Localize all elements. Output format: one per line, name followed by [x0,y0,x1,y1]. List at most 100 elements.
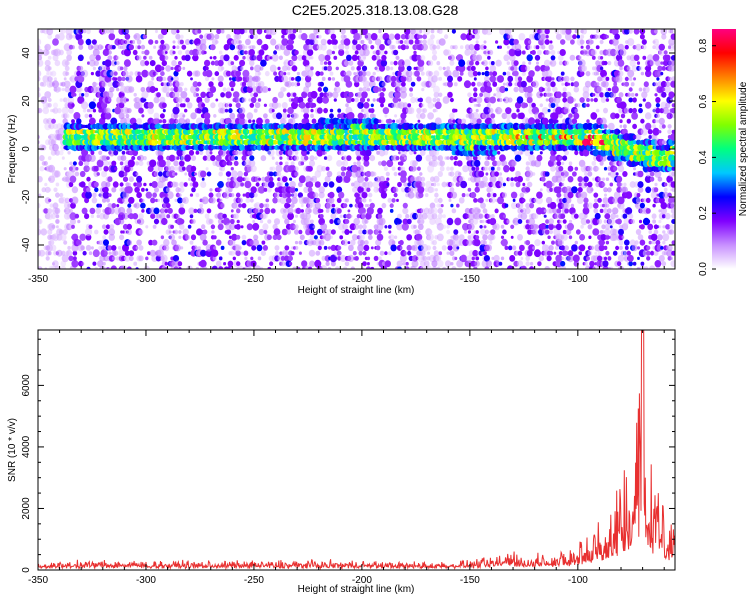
spectrogram-cell [485,172,489,176]
spectrogram-cell [547,108,551,113]
spectrogram-cell [470,191,477,199]
spectrogram-cell [136,239,142,246]
spectrogram-cell [482,208,488,214]
spectrogram-cell [437,171,443,177]
spectrogram-cell [529,202,535,209]
spectrogram-cell [206,171,212,177]
spectrogram-cell [386,182,390,187]
spectrogram-cell [408,187,414,193]
spectrogram-cell [446,224,450,229]
spectrogram-cell [347,209,351,213]
spectrogram-cell [473,77,477,81]
spectrogram-cell [98,166,103,171]
spectrogram-cell [291,40,295,44]
spectrogram-cell [167,75,174,83]
spectrogram-cell [186,70,193,77]
spectrogram-cell [170,66,174,71]
spectrogram-cell [199,203,204,208]
spectrogram-cell [240,225,244,229]
spectrogram-cell [393,171,398,177]
spectrogram-cell [406,65,412,72]
spectrogram-cell [419,34,423,39]
spectrogram-cell [128,86,135,93]
spectrogram-cell [75,261,79,266]
spectrogram-cell [457,76,463,82]
spectrogram-cell [432,245,437,251]
spectrogram-cell [154,87,159,92]
spectrogram-cell [143,98,147,102]
spectrogram-cell [508,245,513,251]
spectrogram-cell [88,224,93,229]
spectrogram-cell [446,166,451,171]
spectrogram-cell [485,244,492,252]
spectrogram-cell [454,217,462,226]
spectrogram-cell [50,77,54,81]
spectrogram-cell [253,234,259,241]
spectrogram-cell [573,86,580,93]
spectrogram-cell [514,43,522,51]
spectrogram-cell [113,250,119,256]
spectrogram-cell [181,150,186,155]
spectrogram-cell [438,38,446,46]
spectrogram-cell [537,261,542,267]
spectrogram-cell [378,217,386,226]
spectrogram-cell [353,72,357,76]
spectrogram-cell [498,172,503,176]
spectrogram-cell [387,39,393,45]
spectrogram-cell [105,181,111,188]
spectrogram-cell [254,102,261,109]
spectrogram-cell [136,39,142,45]
spectrogram-cell [430,187,435,193]
spectrogram-cell [59,98,63,102]
spectrogram-cell [532,213,539,220]
spectrogram-cell [399,170,407,178]
spectrogram-cell [124,255,131,262]
spectrogram-cell [155,140,158,144]
spectrogram-cell [90,71,94,76]
spectrogram-cell [220,92,226,98]
spectrogram-cell [123,117,131,125]
spectrogram-cell [389,234,395,241]
spectrogram-cell [263,213,268,219]
spectrogram-cell [136,55,142,61]
spectrogram-cell [398,98,401,102]
spectrogram-cell [550,55,556,61]
spectrogram-cell [114,217,121,226]
spectrogram-cell [191,187,196,193]
spectrogram-cell [155,29,158,34]
spectrogram-cell [286,66,291,71]
spectrogram-cell [569,54,576,61]
spectrogram-cell [452,69,460,78]
spectrogram-cell [431,54,438,61]
spectrogram-cell [567,96,574,104]
spectrogram-cell [424,193,429,198]
spectrogram-cell [205,69,213,78]
spectrogram-cell [205,66,209,71]
spectrogram-cell [52,260,59,268]
spectrogram-cell [230,209,234,213]
spectrogram-cell [474,186,480,193]
spectrogram-cell [345,103,349,108]
spectrogram-cell [249,198,254,203]
spectrogram-cell [127,203,132,208]
spectrogram-cell [170,224,175,229]
spectrogram-cell [384,260,391,268]
spectrogram-cell [79,181,86,188]
spectrogram-cell [261,240,266,245]
spectrogram-cell [436,45,441,50]
spectrogram-cell [88,154,96,163]
spectrogram-cell [55,192,60,198]
spectrogram-cell [55,182,60,187]
spectrogram-cell [442,214,446,219]
spectrogram-cell [243,250,249,256]
spectrogram-cell [185,234,191,240]
spectrogram-cell [503,54,510,62]
spectrogram-cell [224,108,229,113]
spectrogram-cell [475,235,480,240]
spectrogram-cell [409,87,413,92]
spectrogram-cell [48,164,56,173]
spectrogram-cell [108,233,116,241]
spectrogram-cell [564,171,569,177]
spectrogram-cell [571,186,578,194]
spectrogram-cell [61,29,66,34]
